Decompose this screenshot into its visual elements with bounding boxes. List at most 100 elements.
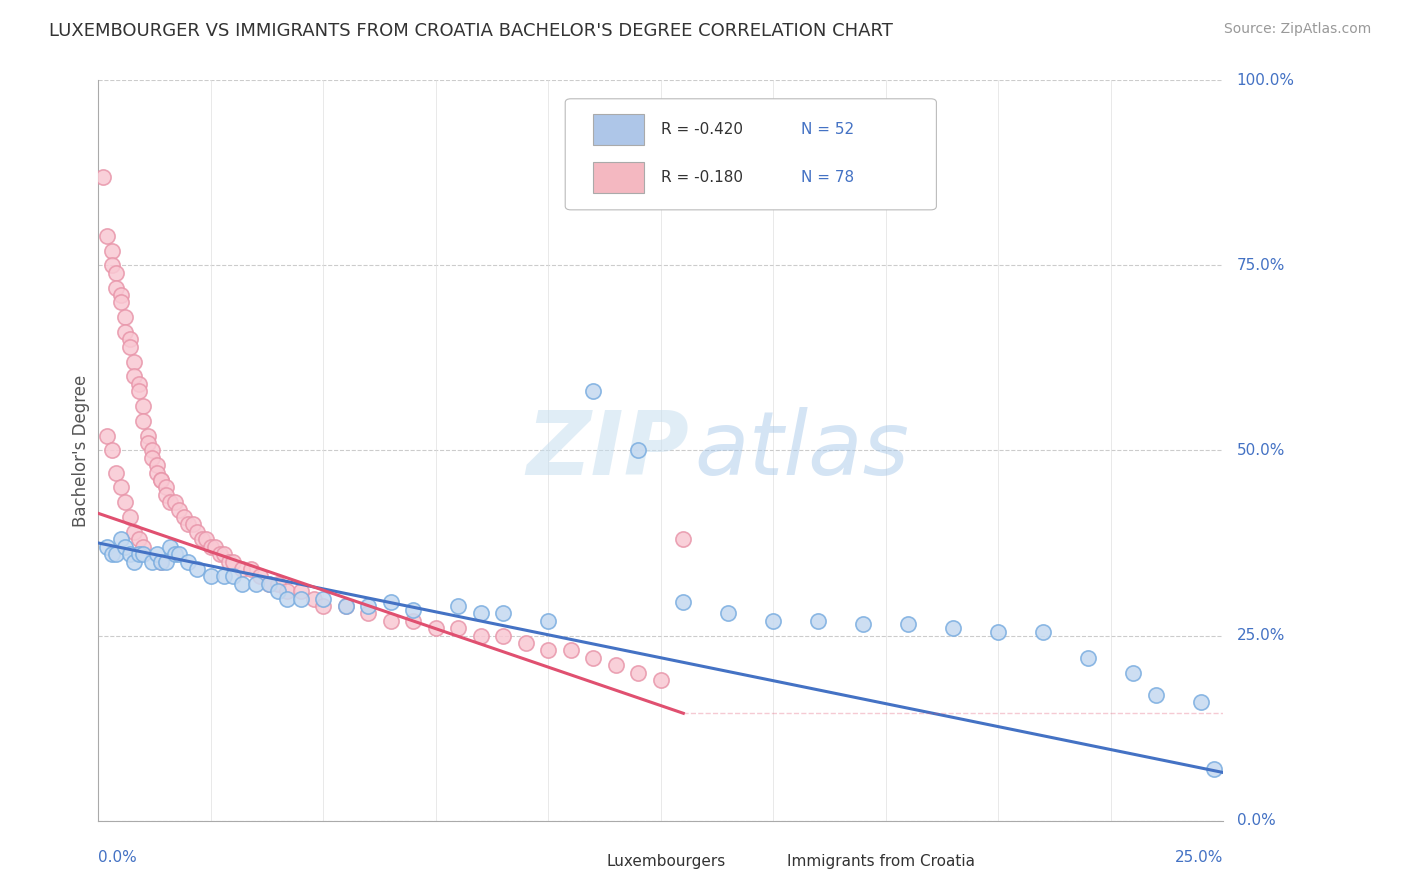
Point — [208, 547, 231, 561]
Point — [110, 533, 132, 547]
Point — [987, 624, 1010, 639]
Text: R = -0.420: R = -0.420 — [661, 121, 742, 136]
Text: N = 78: N = 78 — [801, 169, 855, 185]
Point — [1032, 624, 1054, 639]
Point — [470, 628, 492, 642]
Point — [150, 555, 173, 569]
Point — [128, 376, 150, 391]
Point — [312, 599, 335, 613]
Point — [672, 533, 695, 547]
Point — [101, 244, 124, 258]
Text: N = 52: N = 52 — [801, 121, 855, 136]
Text: 75.0%: 75.0% — [1237, 258, 1285, 273]
Point — [380, 595, 402, 609]
Point — [204, 540, 226, 554]
Point — [582, 650, 605, 665]
Point — [124, 524, 146, 539]
Point — [290, 584, 312, 599]
Point — [128, 533, 150, 547]
Text: 25.0%: 25.0% — [1237, 628, 1285, 643]
Point — [169, 547, 191, 561]
Point — [105, 266, 128, 280]
FancyBboxPatch shape — [751, 855, 779, 868]
Point — [124, 369, 146, 384]
Point — [132, 547, 155, 561]
Point — [276, 584, 298, 599]
Point — [124, 354, 146, 368]
Point — [124, 555, 146, 569]
Point — [447, 599, 470, 613]
Point — [118, 340, 141, 354]
Point — [267, 576, 290, 591]
Point — [852, 617, 875, 632]
Text: Immigrants from Croatia: Immigrants from Croatia — [787, 854, 974, 869]
Point — [96, 228, 118, 243]
Point — [128, 384, 150, 399]
Point — [357, 607, 380, 621]
Point — [762, 614, 785, 628]
Text: Luxembourgers: Luxembourgers — [607, 854, 725, 869]
Point — [128, 547, 150, 561]
Point — [515, 636, 537, 650]
Point — [163, 547, 186, 561]
Point — [118, 510, 141, 524]
Point — [173, 510, 195, 524]
Point — [231, 576, 253, 591]
Text: 50.0%: 50.0% — [1237, 443, 1285, 458]
Point — [425, 621, 447, 635]
Point — [105, 547, 128, 561]
Point — [96, 540, 118, 554]
Point — [163, 495, 186, 509]
Point — [245, 576, 267, 591]
Point — [447, 621, 470, 635]
Point — [159, 540, 181, 554]
Point — [402, 602, 425, 616]
Point — [650, 673, 672, 687]
Point — [290, 591, 312, 606]
Point — [186, 524, 208, 539]
FancyBboxPatch shape — [593, 113, 644, 145]
Point — [200, 540, 222, 554]
Point — [110, 295, 132, 310]
Point — [169, 502, 191, 516]
Point — [150, 473, 173, 487]
Text: ZIP: ZIP — [526, 407, 689, 494]
Point — [214, 547, 236, 561]
Point — [159, 495, 181, 509]
Point — [132, 399, 155, 413]
Point — [222, 569, 245, 583]
Point — [146, 458, 169, 473]
FancyBboxPatch shape — [571, 855, 599, 868]
Point — [380, 614, 402, 628]
Point — [101, 443, 124, 458]
Point — [177, 517, 200, 532]
Point — [249, 569, 271, 583]
Point — [1189, 695, 1212, 709]
Point — [118, 547, 141, 561]
Y-axis label: Bachelor's Degree: Bachelor's Degree — [72, 375, 90, 526]
Point — [200, 569, 222, 583]
Point — [267, 584, 290, 599]
Point — [141, 555, 163, 569]
Point — [101, 259, 124, 273]
Point — [101, 547, 124, 561]
Point — [492, 607, 515, 621]
Point — [105, 280, 128, 294]
Point — [1077, 650, 1099, 665]
Point — [110, 480, 132, 494]
FancyBboxPatch shape — [593, 161, 644, 193]
Point — [155, 555, 177, 569]
Point — [155, 488, 177, 502]
Point — [357, 599, 380, 613]
Point — [136, 436, 159, 450]
Point — [114, 540, 136, 554]
Point — [942, 621, 965, 635]
Point — [218, 555, 240, 569]
Text: 100.0%: 100.0% — [1237, 73, 1295, 87]
Point — [537, 643, 560, 657]
Point — [155, 480, 177, 494]
Point — [807, 614, 830, 628]
Text: R = -0.180: R = -0.180 — [661, 169, 742, 185]
Point — [146, 466, 169, 480]
FancyBboxPatch shape — [565, 99, 936, 210]
